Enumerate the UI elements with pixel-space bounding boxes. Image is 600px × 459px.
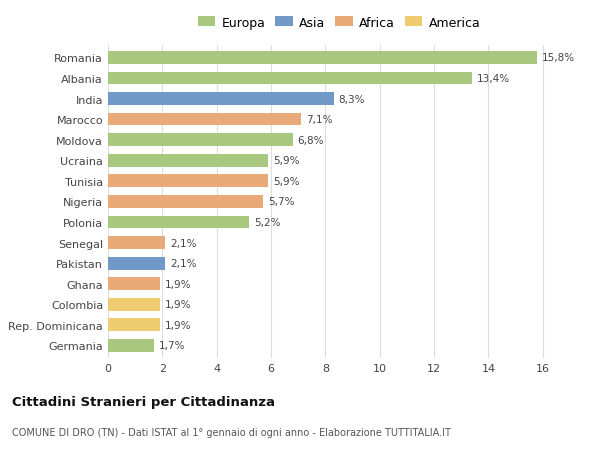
Bar xyxy=(108,278,160,291)
Text: COMUNE DI DRO (TN) - Dati ISTAT al 1° gennaio di ogni anno - Elaborazione TUTTIT: COMUNE DI DRO (TN) - Dati ISTAT al 1° ge… xyxy=(12,427,451,437)
Text: 5,9%: 5,9% xyxy=(273,156,300,166)
Bar xyxy=(108,93,334,106)
Bar xyxy=(108,196,263,208)
Text: 5,7%: 5,7% xyxy=(268,197,294,207)
Text: 1,9%: 1,9% xyxy=(164,320,191,330)
Text: 13,4%: 13,4% xyxy=(477,74,510,84)
Text: 6,8%: 6,8% xyxy=(298,135,324,146)
Bar xyxy=(108,237,165,249)
Bar xyxy=(108,216,250,229)
Text: 15,8%: 15,8% xyxy=(542,53,575,63)
Bar xyxy=(108,73,472,85)
Bar xyxy=(108,113,301,126)
Legend: Europa, Asia, Africa, America: Europa, Asia, Africa, America xyxy=(193,11,485,34)
Bar xyxy=(108,257,165,270)
Bar xyxy=(108,319,160,331)
Text: 7,1%: 7,1% xyxy=(306,115,332,125)
Text: 2,1%: 2,1% xyxy=(170,258,196,269)
Text: 1,7%: 1,7% xyxy=(159,341,185,351)
Text: 8,3%: 8,3% xyxy=(338,94,365,104)
Bar xyxy=(108,155,268,167)
Text: 1,9%: 1,9% xyxy=(164,300,191,310)
Text: 5,9%: 5,9% xyxy=(273,176,300,186)
Text: Cittadini Stranieri per Cittadinanza: Cittadini Stranieri per Cittadinanza xyxy=(12,395,275,408)
Bar xyxy=(108,298,160,311)
Text: 1,9%: 1,9% xyxy=(164,279,191,289)
Bar xyxy=(108,52,538,65)
Text: 5,2%: 5,2% xyxy=(254,218,281,228)
Bar xyxy=(108,339,154,352)
Bar xyxy=(108,175,268,188)
Bar xyxy=(108,134,293,147)
Text: 2,1%: 2,1% xyxy=(170,238,196,248)
